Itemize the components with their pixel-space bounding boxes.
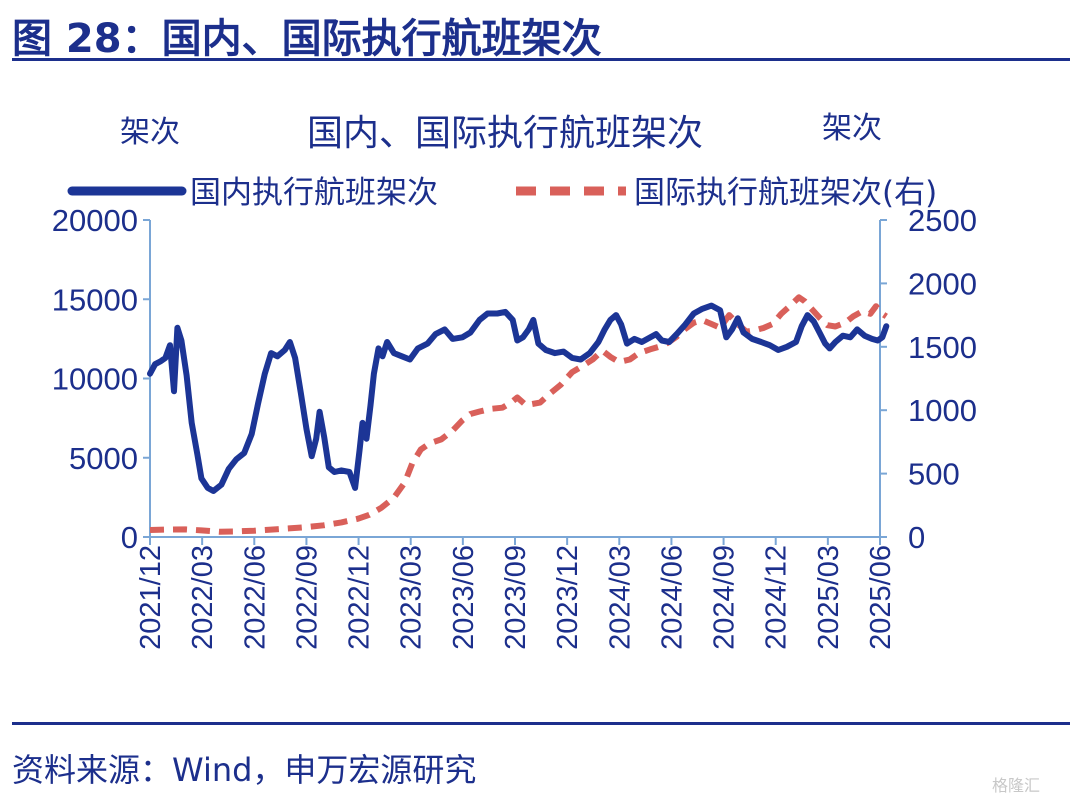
x-tick-label: 2023/06: [448, 545, 480, 650]
y-right-tick-label: 1500: [908, 330, 977, 365]
series-layer: [147, 294, 890, 535]
y-right-tick-label: 2000: [908, 266, 977, 301]
x-tick-label: 2024/06: [656, 545, 688, 650]
x-tick-label: 2025/03: [813, 545, 845, 650]
y-left-tick-label: 5000: [69, 441, 138, 476]
y-left-tick-label: 20000: [52, 203, 138, 238]
y-left-tick-label: 10000: [52, 362, 138, 397]
y-right-tick-label: 500: [908, 457, 960, 492]
series-line-domestic: [147, 302, 890, 494]
chart-title: 国内、国际执行航班架次: [307, 113, 703, 154]
figure-title: 图 28：国内、国际执行航班架次: [12, 16, 602, 62]
y-right-tick-label: 1000: [908, 393, 977, 428]
axes: [149, 220, 881, 538]
x-tick-label: 2022/06: [239, 545, 271, 650]
y-axis-left-ticks: 0 5000 10000 15000 20000: [52, 203, 150, 555]
legend-label-international: 国际执行航班架次(右): [634, 175, 937, 211]
y-right-tick-label: 2500: [908, 203, 977, 238]
series-line-international: [149, 294, 888, 535]
x-tick-label: 2023/09: [500, 545, 532, 650]
x-tick-label: 2025/06: [865, 545, 897, 650]
bottom-rule: [12, 722, 1070, 725]
y-axis-right-ticks: 0 500 1000 1500 2000 2500: [880, 203, 977, 555]
watermark-logo: 格隆汇: [992, 776, 1041, 795]
x-tick-label: 2023/03: [396, 545, 428, 650]
y-right-tick-label: 0: [908, 520, 925, 555]
x-tick-label: 2022/09: [291, 545, 323, 650]
x-tick-label: 2022/03: [187, 545, 219, 650]
chart: 国内、国际执行航班架次 架次 架次 国内执行航班架次 国际执行航班架次(右) 0…: [52, 111, 977, 650]
x-tick-label: 2023/12: [552, 545, 584, 650]
x-tick-label: 2022/12: [344, 545, 376, 650]
y-left-tick-label: 0: [121, 520, 138, 555]
legend-label-domestic: 国内执行航班架次: [190, 175, 438, 211]
x-tick-label: 2024/03: [604, 545, 636, 650]
y-axis-right-label: 架次: [822, 111, 882, 146]
legend: 国内执行航班架次 国际执行航班架次(右): [67, 175, 937, 211]
x-tick-label: 2021/12: [135, 545, 167, 650]
x-tick-label: 2024/09: [709, 545, 741, 650]
y-axis-left-label: 架次: [120, 115, 180, 150]
source-note: 资料来源：Wind，申万宏源研究: [12, 751, 477, 789]
x-axis-ticks: 2021/12 2022/03 2022/06 2022/09 2022/12 2023/…: [135, 537, 897, 650]
y-left-tick-label: 15000: [52, 282, 138, 317]
top-rule: [12, 58, 1070, 61]
x-tick-label: 2024/12: [761, 545, 793, 650]
